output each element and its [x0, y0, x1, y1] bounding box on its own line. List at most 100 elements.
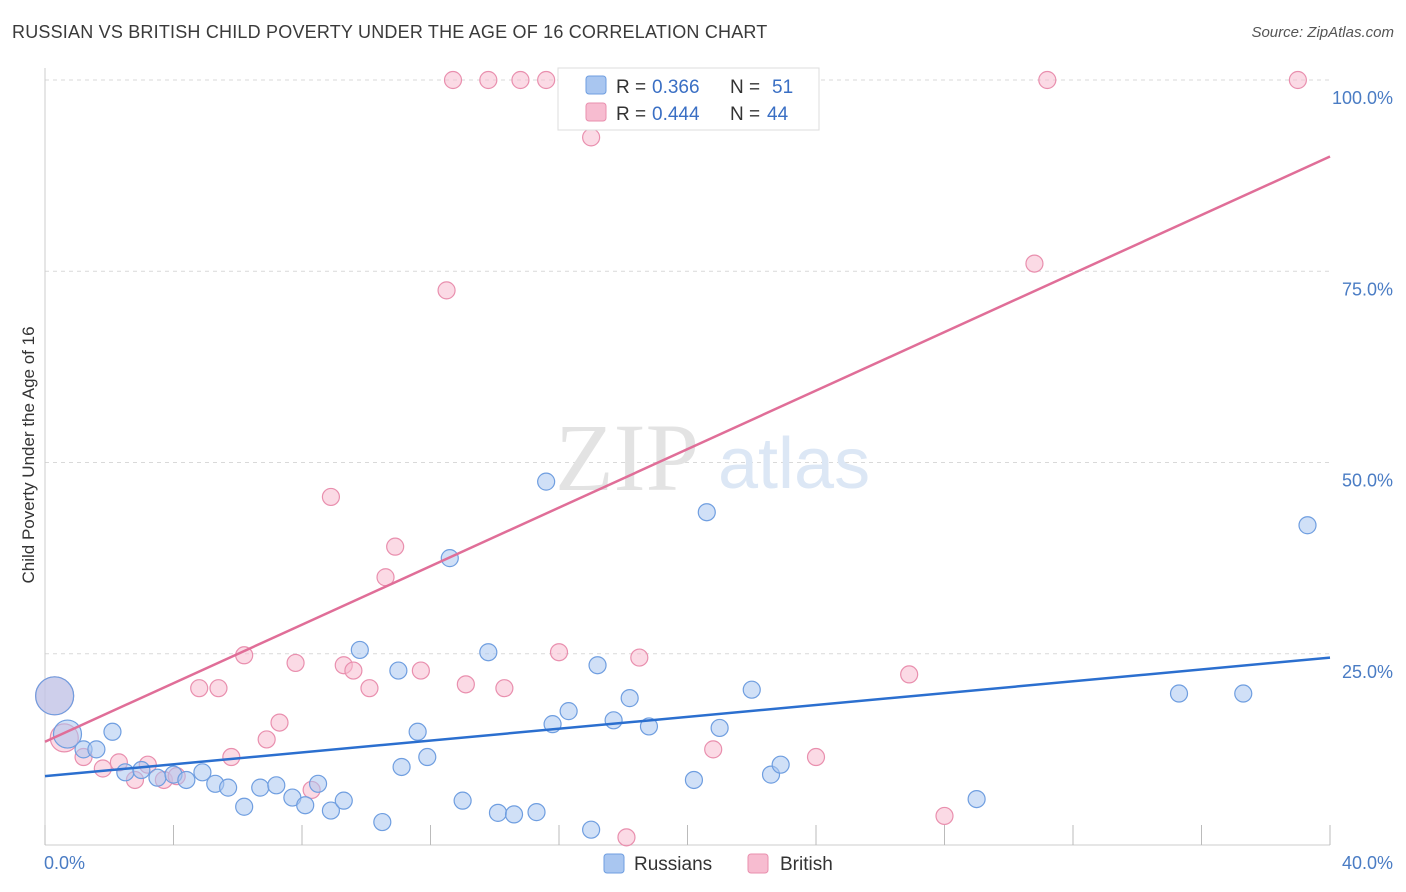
russians-point	[588, 656, 607, 675]
russians-point	[967, 789, 986, 809]
british-point	[935, 806, 954, 826]
y-tick-label: 50.0%	[1342, 471, 1393, 491]
russians-point	[373, 812, 392, 832]
gridlines	[45, 79, 1330, 655]
british-point	[704, 740, 723, 759]
y-axis-label: Child Poverty Under the Age of 16	[19, 326, 38, 583]
russians-point	[620, 689, 639, 708]
russians-point	[308, 774, 328, 793]
legend-british-n-value: 44	[767, 104, 789, 125]
russians-point	[103, 722, 122, 741]
bottom-legend-russians-swatch	[603, 853, 625, 874]
source-label: Source: ZipAtlas.com	[1251, 24, 1394, 41]
british-point	[456, 675, 475, 694]
watermark: ZIP atlas	[555, 404, 870, 511]
y-tick-labels: 25.0% 50.0% 75.0% 100.0%	[1332, 88, 1393, 682]
russians-point	[177, 770, 196, 790]
russians-point	[408, 722, 427, 741]
british-point	[93, 759, 112, 778]
x-tick-label: 0.0%	[44, 853, 85, 873]
legend-russians-r-label: R =	[616, 77, 646, 98]
russians-point	[350, 640, 369, 660]
russians-point	[453, 791, 472, 810]
russians-point	[267, 776, 286, 795]
russians-point	[1169, 684, 1189, 703]
russians-points	[35, 472, 1317, 839]
russians-point	[697, 503, 716, 522]
bottom-legend-british-label: British	[780, 854, 833, 875]
legend-russians-swatch	[585, 75, 607, 95]
russians-point	[684, 770, 704, 790]
correlation-legend: R = 0.366 N = 51 R = 0.444 N = 44	[557, 67, 820, 131]
chart-title: RUSSIAN VS BRITISH CHILD POVERTY UNDER T…	[12, 22, 768, 42]
russians-trend-line	[44, 656, 1331, 778]
x-tick-labels: 0.0% 40.0%	[44, 853, 1393, 873]
watermark-zip: ZIP	[555, 404, 699, 511]
russians-point	[219, 778, 238, 797]
legend-british-r-value: 0.444	[652, 104, 700, 125]
russians-point	[1234, 684, 1253, 703]
british-point	[411, 661, 430, 680]
russians-point	[479, 643, 498, 662]
british-point	[582, 128, 601, 147]
british-point	[511, 70, 530, 90]
british-point	[360, 679, 379, 698]
british-point	[806, 747, 826, 767]
russians-point	[235, 797, 254, 816]
russians-point	[251, 778, 270, 797]
legend-russians-n-value: 51	[772, 77, 793, 98]
british-point	[1288, 70, 1307, 90]
russians-point	[527, 803, 546, 822]
russians-point	[132, 760, 151, 780]
legend-british-r-label: R =	[616, 104, 646, 125]
british-point	[321, 487, 341, 507]
british-point	[479, 70, 498, 90]
british-trend-line	[44, 155, 1331, 743]
russians-point	[321, 801, 341, 820]
russians-point	[418, 747, 437, 767]
russians-point	[334, 791, 353, 810]
russians-point	[193, 763, 212, 782]
russians-point	[116, 763, 135, 782]
russians-point	[504, 805, 524, 824]
british-point	[209, 679, 228, 698]
russians-point	[389, 661, 408, 680]
watermark-atlas: atlas	[718, 424, 870, 504]
british-point	[1025, 254, 1044, 273]
british-point	[222, 747, 241, 767]
russians-point	[537, 472, 556, 491]
british-point	[443, 70, 463, 90]
legend-british-swatch	[585, 102, 607, 122]
russians-point	[559, 702, 578, 721]
trend-lines	[44, 155, 1331, 778]
russians-point	[771, 755, 790, 774]
russians-point	[604, 711, 623, 730]
russians-point	[710, 718, 729, 738]
russians-point	[639, 717, 659, 736]
british-point	[1038, 70, 1057, 90]
legend-british-n-label: N =	[730, 104, 760, 125]
british-point	[257, 730, 276, 749]
legend-russians-r-value: 0.366	[652, 77, 700, 98]
russians-point	[35, 676, 75, 716]
british-point	[630, 648, 649, 667]
british-point	[437, 281, 456, 300]
russians-point	[582, 820, 601, 839]
british-point	[900, 665, 919, 684]
russians-point	[742, 680, 761, 699]
british-point	[344, 661, 363, 680]
british-point	[549, 643, 569, 662]
british-point	[286, 653, 305, 673]
russians-point	[87, 740, 106, 759]
british-point	[386, 537, 405, 556]
y-tick-label: 100.0%	[1332, 88, 1393, 108]
legend-russians-n-label: N =	[730, 77, 760, 98]
series-legend: Russians British	[603, 853, 833, 875]
british-point	[495, 679, 514, 698]
russians-point	[392, 757, 411, 777]
british-point	[270, 713, 289, 732]
bottom-legend-british-swatch	[747, 853, 769, 874]
british-point	[617, 828, 636, 847]
russians-point	[148, 768, 167, 787]
